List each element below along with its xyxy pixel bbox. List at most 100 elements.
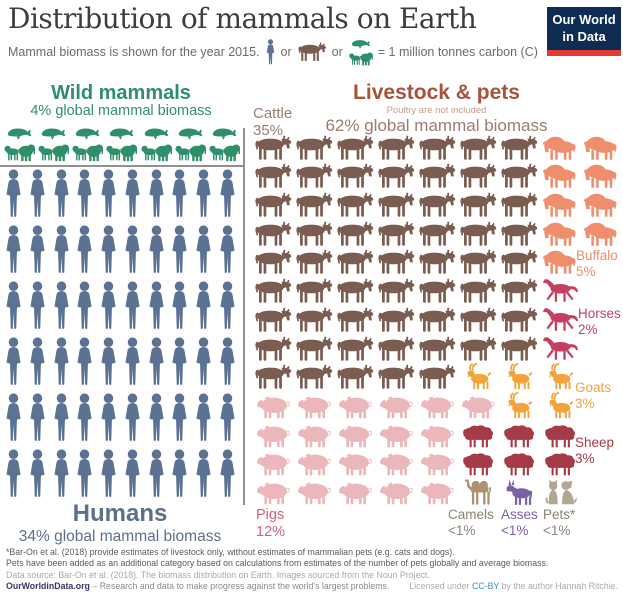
human-legend-icon — [265, 39, 276, 65]
livestock-cell — [293, 132, 334, 161]
livestock-cell — [375, 132, 416, 161]
sheep-label-name: Sheep — [575, 435, 615, 450]
livestock-cell — [293, 161, 334, 190]
pig-icon — [419, 395, 455, 419]
pigs-label: Pigs 12% — [256, 507, 285, 542]
humans-title: Humans — [72, 500, 168, 527]
cattle-icon — [417, 307, 457, 333]
or-text-2: or — [331, 45, 343, 59]
person-icon — [27, 281, 48, 337]
person-icon — [169, 449, 190, 505]
person-icon — [51, 449, 72, 505]
pets-label-name: Pets* — [543, 507, 576, 522]
cattle-icon — [294, 221, 334, 247]
cattle-icon — [458, 336, 498, 362]
livestock-cell — [252, 275, 293, 304]
goat-icon — [506, 391, 533, 419]
livestock-cell — [457, 275, 498, 304]
buffalo-label: Buffalo 5% — [576, 248, 618, 279]
owid-logo[interactable]: Our World in Data — [547, 7, 621, 56]
buffalo-icon — [542, 163, 578, 189]
person-icon — [217, 281, 238, 337]
cattle-icon — [376, 249, 416, 275]
cattle-icon — [417, 163, 457, 189]
livestock-cell — [416, 189, 457, 218]
asses-label-name: Asses — [501, 507, 538, 522]
livestock-cell — [416, 304, 457, 333]
livestock-cell — [416, 476, 457, 505]
pig-icon — [296, 481, 332, 505]
pig-icon — [337, 395, 373, 419]
livestock-cell — [334, 333, 375, 362]
license-line: Licensed under CC-BY by the author Hanna… — [409, 581, 618, 592]
livestock-cell — [499, 419, 540, 448]
livestock-cell — [416, 448, 457, 477]
livestock-cell — [252, 304, 293, 333]
cattle-icon — [253, 249, 293, 275]
cattle-label-pct: 35% — [253, 121, 284, 139]
person-icon — [169, 337, 190, 393]
person-icon — [193, 225, 214, 281]
pigs-label-name: Pigs — [256, 507, 285, 523]
livestock-cell — [252, 132, 293, 161]
cattle-icon — [417, 135, 457, 161]
livestock-cell — [252, 448, 293, 477]
livestock-cell — [334, 390, 375, 419]
livestock-cell — [293, 448, 334, 477]
person-icon — [74, 281, 95, 337]
livestock-cell — [499, 161, 540, 190]
horses-label-name: Horses — [578, 306, 621, 321]
livestock-cell — [375, 189, 416, 218]
person-icon — [146, 169, 167, 225]
livestock-cell — [293, 275, 334, 304]
livestock-cell — [375, 476, 416, 505]
page-title: Distribution of mammals on Earth — [8, 2, 477, 35]
person-icon — [74, 169, 95, 225]
ccby-link[interactable]: CC-BY — [471, 580, 500, 591]
livestock-cell — [334, 448, 375, 477]
cattle-icon — [294, 336, 334, 362]
livestock-cell — [581, 275, 622, 304]
person-icon — [98, 225, 119, 281]
livestock-cell — [293, 304, 334, 333]
wild-icon — [140, 127, 172, 162]
person-icon — [51, 225, 72, 281]
livestock-cell — [252, 390, 293, 419]
wild-icon — [174, 127, 206, 162]
livestock-cell — [416, 419, 457, 448]
pig-icon — [378, 395, 414, 419]
person-icon — [169, 281, 190, 337]
livestock-cell — [334, 161, 375, 190]
buffalo-icon — [583, 221, 619, 247]
livestock-cell — [581, 218, 622, 247]
livestock-cell — [334, 189, 375, 218]
livestock-cell — [375, 161, 416, 190]
person-icon — [122, 337, 143, 393]
buffalo-icon — [583, 192, 619, 218]
pig-icon — [378, 452, 414, 476]
pig-icon — [419, 481, 455, 505]
cattle-icon — [417, 249, 457, 275]
brand-link[interactable]: OurWorldinData.org — [6, 580, 90, 591]
cattle-icon — [499, 163, 539, 189]
person-icon — [51, 337, 72, 393]
camels-label: Camels <1% — [448, 507, 494, 539]
livestock-cell — [252, 333, 293, 362]
person-icon — [27, 449, 48, 505]
pets-icon — [544, 479, 577, 505]
cattle-icon — [458, 135, 498, 161]
cattle-icon — [294, 163, 334, 189]
horses-label-pct: 2% — [578, 321, 598, 337]
person-icon — [217, 449, 238, 505]
horse-icon — [542, 307, 579, 333]
person-icon — [122, 169, 143, 225]
goats-label: Goats 3% — [575, 380, 611, 411]
person-icon — [146, 337, 167, 393]
cattle-icon — [376, 135, 416, 161]
livestock-cell — [334, 304, 375, 333]
pig-icon — [337, 424, 373, 448]
person-icon — [3, 337, 24, 393]
brand-line: OurWorldinData.org – Research and data t… — [6, 581, 389, 592]
livestock-cell — [581, 132, 622, 161]
